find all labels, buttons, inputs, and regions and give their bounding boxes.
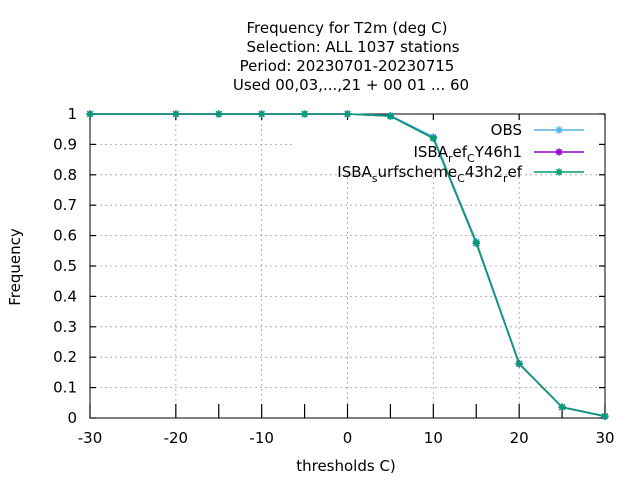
data-point (601, 412, 609, 420)
point-stroke (430, 135, 437, 142)
data-point (558, 403, 566, 411)
point-stroke (558, 403, 566, 411)
y-tick-label: 0.3 (53, 318, 77, 336)
legend-label-part: r (448, 152, 453, 165)
x-tick-label: -30 (78, 429, 103, 447)
x-tick-label: -20 (164, 429, 189, 447)
data-point (343, 110, 352, 118)
data-point (386, 112, 395, 120)
y-tick-label: 0.2 (53, 348, 77, 366)
legend-label-part: C (467, 152, 475, 165)
data-point (86, 110, 94, 118)
y-tick-label: 0.9 (53, 135, 77, 153)
legend-label-3: ISBAsurfschemeC43h2ref (337, 163, 522, 185)
data-point (215, 110, 223, 118)
y-tick-label: 0.6 (53, 227, 77, 245)
point-stroke (172, 110, 180, 118)
point-stroke (601, 412, 609, 420)
data-point (172, 110, 180, 118)
chart-title: Frequency for T2m (deg C) Selection: ALL… (233, 19, 469, 94)
point-stroke (215, 110, 222, 118)
point-stroke (387, 112, 394, 120)
series-lines (86, 110, 609, 421)
legend-label-part: urfscheme (378, 163, 458, 181)
y-tick-label: 0.1 (53, 379, 77, 397)
point-stroke (258, 110, 265, 118)
x-tick-label: 30 (595, 429, 614, 447)
y-tick-label: 0.4 (53, 287, 77, 305)
legend-label-part: C (457, 172, 465, 185)
legend-label-2: ISBArefCY46h1 (413, 143, 522, 165)
data-point (258, 110, 266, 118)
title-line-3: Period: 20230701-20230715 (240, 57, 455, 75)
x-tick-label: 20 (510, 429, 529, 447)
point-stroke (555, 126, 563, 134)
point-stroke (344, 110, 351, 118)
series-line-1 (90, 113, 606, 418)
legend-label-part: Y46h1 (474, 143, 522, 161)
data-point (515, 360, 523, 368)
data-point (300, 110, 309, 118)
legend-label-part: ef (507, 163, 522, 181)
series-line-2 (90, 113, 606, 417)
point-stroke (86, 110, 94, 118)
point-stroke (555, 148, 563, 156)
legend-label-part: r (503, 172, 508, 185)
data-point (555, 148, 563, 156)
point-stroke (301, 110, 308, 118)
title-line-2: Selection: ALL 1037 stations (246, 38, 459, 56)
data-point (555, 168, 563, 176)
legend-label-part: ISBA (337, 163, 372, 181)
x-tick-label: -10 (249, 429, 274, 447)
point-stroke (473, 240, 480, 247)
x-tick-label: 0 (343, 429, 353, 447)
title-line-4: Used 00,03,...,21 + 00 01 ... 60 (233, 76, 469, 94)
y-tick-label: 0 (67, 409, 77, 427)
axes: 0 0.1 0.2 0.3 0.4 0.5 0.6 0.7 0.8 0.9 1 -30 -20 -10 0 1… (53, 105, 614, 447)
grid (90, 114, 605, 418)
point-stroke (515, 360, 523, 368)
title-line-1: Frequency for T2m (deg C) (247, 19, 448, 37)
y-tick-label: 0.7 (53, 196, 77, 214)
x-tick-label: 10 (424, 429, 443, 447)
legend-label-1: OBS (491, 121, 522, 139)
data-point (472, 239, 480, 247)
legend-label-part: s (372, 172, 378, 185)
legend-label-part: 43h2 (465, 163, 503, 181)
data-point (555, 126, 563, 134)
y-tick-label: 0.8 (53, 166, 77, 184)
y-tick-label: 0.5 (53, 257, 77, 275)
legend-label-part: OBS (491, 121, 522, 139)
y-axis-label: Frequency (6, 228, 24, 306)
legend-label-part: ISBA (413, 143, 448, 161)
legend-label-part: ef (452, 143, 467, 161)
x-axis-label: thresholds C) (296, 457, 396, 475)
point-stroke (555, 168, 563, 176)
y-tick-label: 1 (67, 105, 77, 123)
data-point (429, 134, 437, 142)
series-line-3 (90, 113, 606, 417)
